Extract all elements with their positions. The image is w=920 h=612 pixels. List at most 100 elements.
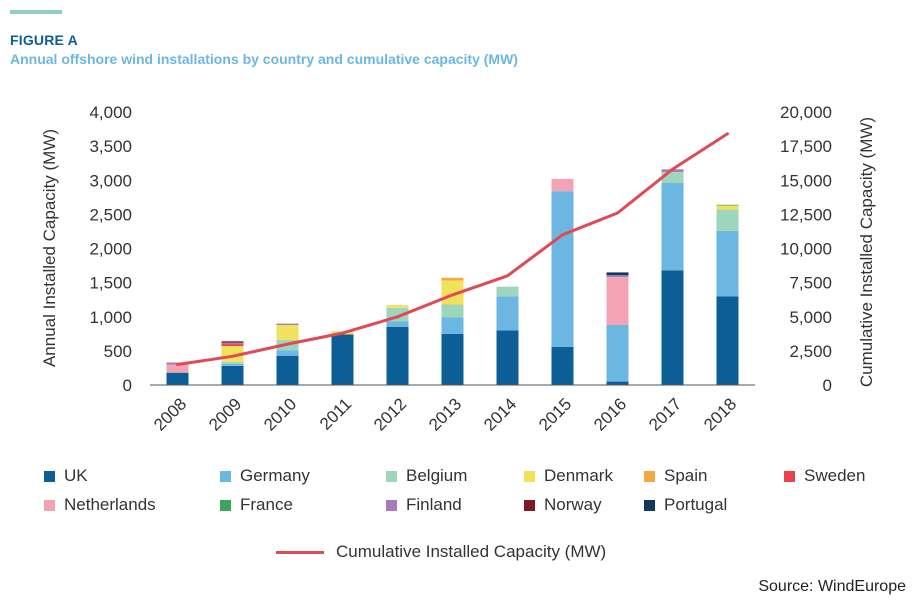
legend-swatch	[524, 470, 535, 482]
legend-item-denmark: Denmark	[524, 466, 613, 486]
legend-label: Germany	[240, 466, 310, 485]
legend-item-uk: UK	[44, 466, 88, 486]
legend-swatch	[44, 470, 55, 482]
x-tick-label: 2015	[535, 394, 575, 434]
x-tick-label: 2016	[590, 394, 630, 434]
x-tick-label: 2013	[425, 394, 465, 434]
legend-item-norway: Norway	[524, 495, 602, 515]
legend-label: Netherlands	[64, 495, 156, 514]
legend-swatch	[386, 499, 397, 511]
legend-swatch	[220, 470, 231, 482]
bar-uk-2015	[551, 346, 574, 385]
legend-swatch	[784, 470, 795, 482]
y-tick-label: 1,500	[89, 274, 132, 293]
figure-label: FIGURE A	[10, 32, 78, 48]
bar-uk-2017	[661, 270, 684, 385]
legend-swatch	[386, 470, 397, 482]
legend-swatch	[44, 499, 55, 511]
bar-belgium-2017	[661, 172, 684, 183]
legend-swatch	[524, 499, 535, 511]
y-tick-label: 1,000	[89, 308, 132, 327]
line-legend-swatch	[276, 550, 324, 554]
x-tick-label: 2017	[645, 394, 685, 434]
legend-item-finland: Finland	[386, 495, 462, 515]
legend-label: Sweden	[804, 466, 866, 485]
y-tick-label: 3,500	[89, 137, 132, 156]
source-note: Source: WindEurope	[758, 578, 906, 595]
legend-item-belgium: Belgium	[386, 466, 467, 486]
bar-uk-2013	[441, 333, 464, 385]
bar-uk-2011	[331, 334, 354, 385]
chart-canvas: 0 500 1,000 1,500 2,000 2,500 3,000 3,500 4,000 0…	[40, 103, 876, 435]
legend-swatch	[644, 499, 655, 511]
y-tick-label: 3,000	[89, 171, 132, 190]
legend-label: Portugal	[664, 495, 728, 514]
bar-netherlands-2015	[551, 178, 574, 192]
bar-germany-2009	[221, 363, 244, 366]
bar-uk-2010	[276, 355, 299, 385]
bar-belgium-2013	[441, 304, 464, 318]
y2-tick-label: 7,500	[789, 274, 832, 293]
bar-finland-2016	[606, 275, 629, 278]
legend-item-sweden: Sweden	[784, 466, 865, 486]
chart-title: Annual offshore wind installations by co…	[10, 51, 518, 67]
bar-germany-2010	[276, 350, 299, 356]
legend-item-portugal: Portugal	[644, 495, 727, 515]
bar-portugal-2016	[606, 272, 629, 276]
cumulative-capacity-line	[176, 132, 729, 366]
bar-uk-2014	[496, 330, 519, 385]
y-tick-label: 2,500	[89, 205, 132, 224]
line-layer	[176, 132, 729, 366]
bar-belgium-2018	[716, 209, 739, 231]
x-tick-label: 2011	[316, 394, 355, 433]
bar-denmark-2012	[386, 305, 409, 308]
bar-germany-2015	[551, 191, 574, 347]
accent-bar	[10, 10, 62, 14]
y2-tick-label: 10,000	[780, 240, 832, 259]
bar-germany-2017	[661, 183, 684, 271]
y2-tick-label: 0	[823, 376, 832, 395]
y2-tick-label: 5,000	[789, 308, 832, 327]
bar-denmark-2010	[276, 324, 299, 340]
bar-finland-2009	[221, 342, 244, 345]
y-tick-label: 0	[123, 376, 132, 395]
y2-tick-label: 17,500	[780, 137, 832, 156]
bar-uk-2008	[166, 372, 189, 385]
legend-label: Norway	[544, 495, 602, 514]
bar-denmark-2018	[716, 205, 739, 210]
x-tick-label: 2012	[370, 394, 410, 434]
legend-label: UK	[64, 466, 88, 485]
y-axis-title: Annual Installed Capacity (MW)	[40, 129, 59, 367]
bar-germany-2014	[496, 296, 519, 331]
bar-sweden-2009	[221, 344, 244, 347]
bar-germany-2013	[441, 317, 464, 334]
bar-belgium-2009	[221, 361, 244, 364]
legend-item-france: France	[220, 495, 293, 515]
bar-belgium-2014	[496, 286, 519, 297]
bar-spain-2013	[441, 277, 464, 281]
y-tick-label: 500	[104, 342, 132, 361]
bar-germany-2016	[606, 324, 629, 382]
legend-swatch	[220, 499, 231, 511]
x-tick-label: 2010	[260, 394, 300, 434]
legend-label: Spain	[664, 466, 708, 485]
legend-item-netherlands: Netherlands	[44, 495, 156, 515]
bar-germany-2012	[386, 321, 409, 327]
y2-axis-title: Cumulative Installed Capacity (MW)	[857, 117, 876, 387]
legend-item-germany: Germany	[220, 466, 310, 486]
y2-tick-label: 15,000	[780, 171, 832, 190]
bar-uk-2009	[221, 365, 244, 385]
legend-label: France	[240, 495, 293, 514]
y-tick-label: 4,000	[89, 103, 132, 122]
axes-layer: 0 500 1,000 1,500 2,000 2,500 3,000 3,500 4,000 0…	[40, 103, 876, 435]
bar-netherlands-2016	[606, 277, 629, 325]
bar-uk-2012	[386, 327, 409, 385]
bar-france-2018	[716, 204, 739, 206]
bar-uk-2016	[606, 381, 629, 385]
line-legend: Cumulative Installed Capacity (MW)	[276, 542, 606, 562]
legend-label: Denmark	[544, 466, 613, 485]
legend: UK Germany Belgium Denmark Spain Sweden Nether…	[44, 466, 904, 526]
bar-germany-2018	[716, 230, 739, 297]
y-tick-label: 2,000	[89, 240, 132, 259]
bars-layer	[166, 169, 739, 385]
